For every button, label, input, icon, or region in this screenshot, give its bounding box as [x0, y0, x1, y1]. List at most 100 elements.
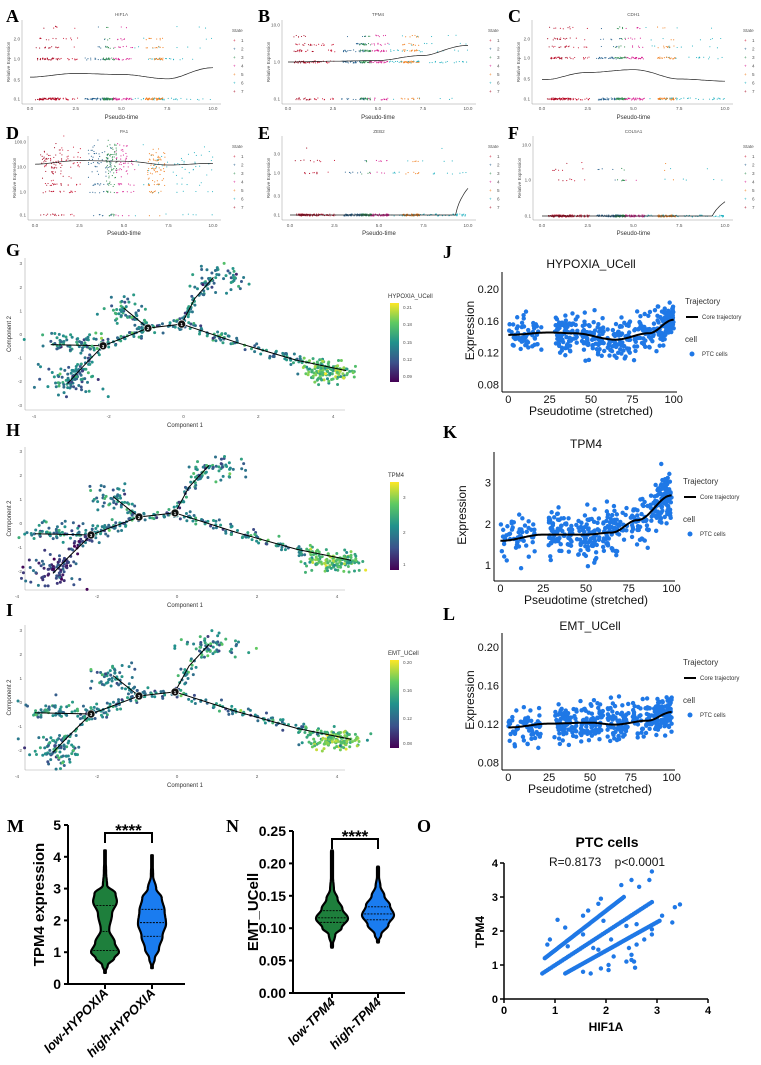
- data-point: [154, 167, 156, 169]
- data-point: [719, 216, 721, 218]
- cell-point: [227, 475, 231, 479]
- data-point: [640, 98, 642, 100]
- data-point: [52, 172, 54, 174]
- data-point: [432, 173, 434, 175]
- data-point: [303, 213, 305, 215]
- data-point: [147, 58, 150, 60]
- data-point: [67, 150, 69, 152]
- data-point: [161, 57, 163, 59]
- data-point: [585, 46, 587, 48]
- cell-point: [217, 469, 221, 473]
- data-point: [680, 97, 682, 100]
- data-point: [634, 38, 636, 40]
- legend-label: 4: [241, 64, 244, 69]
- data-point: [59, 191, 61, 193]
- cell-point: [214, 291, 218, 295]
- data-point: [461, 213, 463, 215]
- data-point: [344, 171, 346, 173]
- panel-label-n: N: [226, 816, 239, 836]
- data-point: [109, 144, 111, 146]
- panel-label-h: H: [6, 420, 20, 440]
- cell-point: [137, 309, 141, 313]
- legend-marker: +: [489, 72, 492, 77]
- x-tick-label: 2: [257, 414, 260, 419]
- legend-label: 6: [497, 197, 500, 202]
- data-point: [405, 173, 407, 175]
- data-point: [152, 58, 154, 60]
- cell-point: [179, 667, 183, 671]
- cell-point: [217, 518, 221, 522]
- data-point: [615, 58, 617, 60]
- cell-point: [70, 368, 74, 372]
- data-point: [41, 177, 44, 179]
- data-point: [369, 213, 371, 215]
- data-point: [307, 49, 309, 51]
- data-point: [155, 166, 157, 168]
- y-axis-label: Relative Expression: [517, 157, 522, 198]
- data-point: [79, 148, 81, 150]
- cell-point: [28, 566, 32, 570]
- data-point: [723, 98, 725, 100]
- data-point: [553, 169, 555, 171]
- data-point: [56, 26, 58, 28]
- data-point: [157, 155, 159, 157]
- colorbar-tick-label: 0.18: [403, 322, 412, 327]
- data-point: [418, 49, 420, 52]
- data-point: [40, 98, 42, 101]
- data-point: [90, 155, 92, 157]
- cell-point: [254, 646, 258, 650]
- legend-marker: +: [489, 205, 492, 210]
- data-point: [88, 153, 90, 155]
- trajectory-branch: [34, 712, 92, 715]
- cell-point: [204, 470, 208, 474]
- data-point: [122, 98, 124, 100]
- data-point: [403, 61, 405, 63]
- data-point: [39, 98, 41, 100]
- trend-line: [542, 201, 726, 217]
- data-point: [114, 151, 116, 153]
- cell-point: [210, 271, 214, 275]
- data-point: [84, 57, 86, 59]
- data-point: [596, 57, 598, 59]
- legend-label: 1: [752, 38, 755, 43]
- data-point: [377, 34, 379, 37]
- data-point: [67, 158, 69, 160]
- cell-point: [104, 532, 108, 536]
- data-point: [715, 215, 717, 217]
- cell-point: [118, 671, 122, 675]
- data-point: [325, 62, 327, 64]
- data-point: [37, 58, 39, 60]
- data-point: [154, 47, 156, 49]
- data-point: [671, 97, 673, 99]
- y-tick-label: 2.0: [14, 37, 21, 42]
- cell-point: [72, 544, 76, 548]
- legend-marker: +: [489, 180, 492, 185]
- cell-point: [187, 465, 191, 469]
- cell-point: [110, 676, 114, 680]
- data-point: [73, 46, 75, 48]
- data-point: [148, 153, 150, 155]
- data-point: [116, 157, 118, 159]
- data-point: [558, 98, 560, 100]
- cell-point: [194, 647, 198, 651]
- cell-point: [232, 269, 236, 273]
- data-point: [303, 159, 305, 161]
- data-point: [162, 59, 164, 61]
- cell-point: [119, 304, 123, 308]
- cell-point: [326, 552, 330, 556]
- data-point: [637, 45, 640, 47]
- cell-point: [361, 560, 365, 564]
- cell-point: [97, 353, 101, 357]
- cell-point: [89, 667, 93, 671]
- cell-point: [161, 696, 165, 700]
- cell-point: [352, 375, 356, 379]
- y-tick-label: 0.1: [525, 214, 532, 219]
- data-point: [207, 191, 209, 193]
- data-point: [367, 43, 370, 45]
- data-point: [97, 59, 99, 61]
- cell-point: [123, 300, 127, 304]
- cell-point: [77, 539, 81, 543]
- cell-point: [320, 555, 324, 559]
- cell-point: [72, 583, 76, 587]
- data-point: [102, 215, 104, 217]
